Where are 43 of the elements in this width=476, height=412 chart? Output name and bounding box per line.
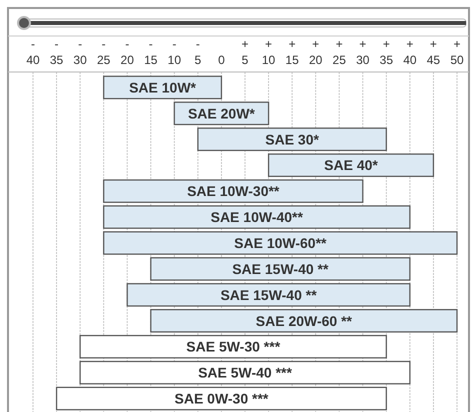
x-tick-label: -20 xyxy=(120,37,134,67)
bar xyxy=(268,153,434,177)
x-tick-label: +25 xyxy=(332,37,346,67)
bar xyxy=(103,179,364,203)
y-tick-label: SAE 5W-30 *** xyxy=(186,338,281,355)
y-tick-label: SAE 10W-40** xyxy=(210,209,304,226)
y-tick-label: SAE 20W-60 ** xyxy=(256,312,353,329)
bar xyxy=(197,128,387,152)
y-tick-label: SAE 30* xyxy=(265,131,320,148)
y-tick-label: SAE 15W-40 ** xyxy=(220,286,318,303)
x-tick-label: +45 xyxy=(426,37,440,67)
y-tick-label: SAE 0W-30 *** xyxy=(174,390,269,407)
x-tick-label: +35 xyxy=(380,37,394,67)
bar xyxy=(80,334,387,358)
y-tick-label: SAE 40* xyxy=(324,157,378,174)
x-tick-label: -15 xyxy=(144,37,158,67)
x-tick-label: +20 xyxy=(308,37,323,67)
x-tick-label: -25 xyxy=(96,37,111,67)
x-tick-label: -30 xyxy=(73,37,88,67)
x-tick-label: 0 xyxy=(218,53,226,67)
x-tick-label: +50 xyxy=(450,37,464,67)
x-tick-label: -35 xyxy=(50,37,64,67)
bar xyxy=(103,205,410,229)
y-tick-label: SAE 20W* xyxy=(188,105,256,122)
x-tick-label: +10 xyxy=(262,37,276,67)
y-tick-label: SAE 10W* xyxy=(129,79,197,96)
x-tick-label: -5 xyxy=(194,37,202,67)
bar xyxy=(126,283,410,307)
y-tick-label: SAE 5W-40 *** xyxy=(198,364,292,381)
bar xyxy=(150,257,410,281)
x-tick-label: +5 xyxy=(241,37,249,67)
y-tick-label: SAE 10W-30** xyxy=(187,183,280,200)
bar xyxy=(80,360,410,384)
bar xyxy=(150,309,458,333)
bar xyxy=(103,231,458,255)
bar xyxy=(56,386,387,410)
x-tick-label: +30 xyxy=(356,37,370,67)
x-tick-label: +40 xyxy=(403,37,417,67)
x-tick-label: -40 xyxy=(26,37,40,67)
y-tick-label: SAE 15W-40 ** xyxy=(232,260,329,277)
y-tick-label: SAE 10W-60** xyxy=(234,235,328,251)
x-tick-label: +15 xyxy=(285,37,300,67)
x-tick-label: -10 xyxy=(168,37,182,67)
